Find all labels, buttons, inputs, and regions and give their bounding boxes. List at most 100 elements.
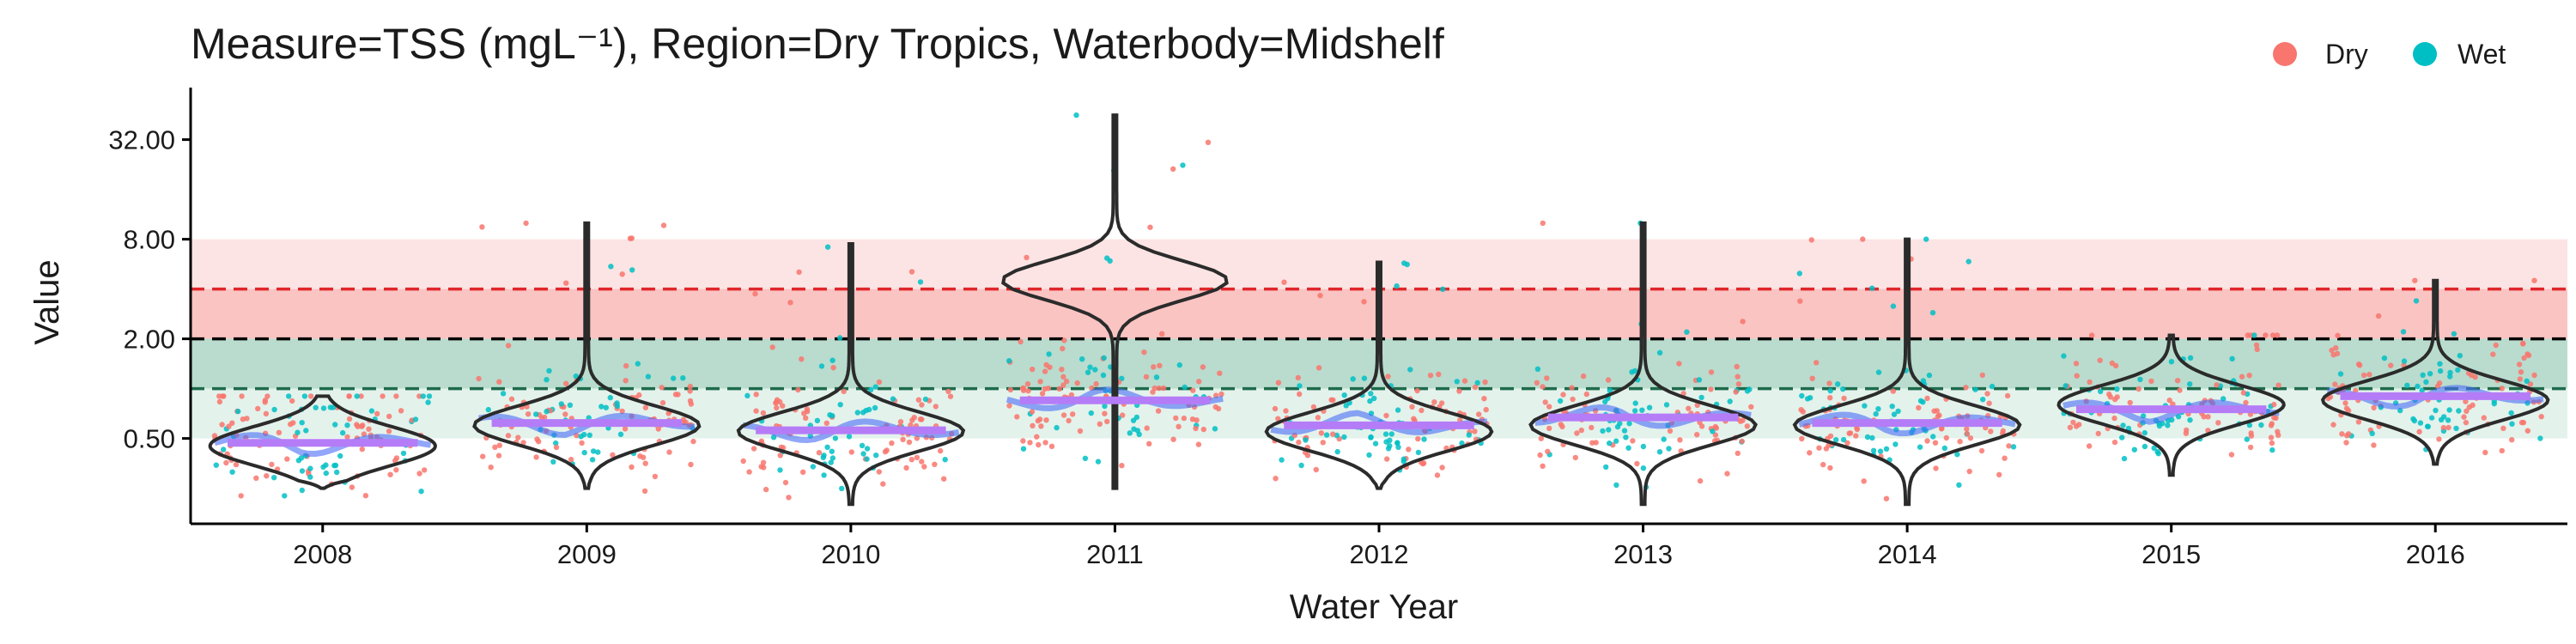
data-point xyxy=(761,465,767,471)
data-point xyxy=(2137,376,2143,383)
data-point xyxy=(1895,408,1901,415)
data-point xyxy=(2469,372,2475,379)
data-point xyxy=(332,422,338,428)
data-point xyxy=(1534,366,1541,372)
x-tick-label: 2010 xyxy=(821,539,880,569)
data-point xyxy=(1941,445,1947,452)
data-point xyxy=(2271,415,2277,421)
data-point xyxy=(1605,377,1612,383)
data-point xyxy=(938,447,944,454)
data-point xyxy=(1676,361,1682,367)
data-point xyxy=(1917,398,1924,404)
data-point xyxy=(1330,431,1336,437)
data-point xyxy=(1074,380,1080,386)
data-point xyxy=(2121,455,2128,462)
data-point xyxy=(505,433,512,439)
chart-title: Measure=TSS (mgL⁻¹), Region=Dry Tropics,… xyxy=(191,20,1444,68)
data-point xyxy=(1295,374,1302,381)
data-point xyxy=(1621,428,1628,434)
data-point xyxy=(917,279,924,285)
data-point xyxy=(1120,412,1126,418)
data-point xyxy=(2457,353,2463,359)
data-point xyxy=(882,448,889,455)
data-point xyxy=(550,459,556,465)
data-point xyxy=(1560,392,1566,398)
data-point xyxy=(2111,439,2118,446)
data-point xyxy=(1157,362,1163,368)
data-point xyxy=(2088,332,2095,338)
data-point xyxy=(393,393,399,399)
data-point xyxy=(1093,380,1099,387)
data-point xyxy=(1006,358,1012,364)
data-point xyxy=(760,410,767,416)
data-point xyxy=(1734,363,1740,370)
data-point xyxy=(1341,392,1347,398)
data-point xyxy=(2274,332,2281,338)
data-point xyxy=(1483,406,1489,413)
data-point xyxy=(1540,220,1546,227)
x-tick-label: 2015 xyxy=(2142,539,2201,569)
data-point xyxy=(2254,346,2260,353)
x-axis-ticks: 2008 2009 2010 2011 2012 2013 2014 2015 2016 xyxy=(293,524,2465,569)
data-point xyxy=(1540,384,1546,390)
data-point xyxy=(1870,447,1877,453)
data-point xyxy=(2010,444,2017,450)
data-point xyxy=(2441,414,2447,420)
data-point xyxy=(642,404,649,410)
data-point xyxy=(1698,394,1704,401)
data-point xyxy=(2412,277,2418,283)
data-point xyxy=(837,402,843,408)
data-point xyxy=(298,455,305,461)
data-point xyxy=(323,470,329,477)
data-point xyxy=(1095,459,1102,465)
data-point xyxy=(818,363,825,369)
data-point xyxy=(2381,355,2388,361)
data-point xyxy=(1440,286,1446,292)
data-point xyxy=(1170,436,1176,442)
data-point xyxy=(344,422,350,428)
data-point xyxy=(1735,374,1741,380)
data-point xyxy=(1414,387,1420,394)
data-point xyxy=(1747,386,1753,392)
data-point xyxy=(799,356,805,362)
data-point xyxy=(1820,461,1826,468)
data-point xyxy=(1315,365,1322,371)
data-point xyxy=(412,416,419,422)
data-point xyxy=(2463,419,2470,426)
data-point xyxy=(1625,445,1631,451)
data-point xyxy=(619,271,625,277)
data-point xyxy=(1025,388,1031,394)
data-point xyxy=(1420,460,1427,466)
data-point xyxy=(362,493,369,499)
data-point xyxy=(2413,298,2420,304)
trend-line-2014 xyxy=(1798,411,2016,437)
data-point xyxy=(1840,436,1847,443)
data-point xyxy=(746,469,752,475)
data-point xyxy=(617,431,624,437)
data-point xyxy=(1283,408,1289,414)
data-point xyxy=(786,495,792,501)
data-point xyxy=(573,373,579,380)
data-point xyxy=(2508,410,2514,416)
data-point xyxy=(479,224,485,230)
data-point xyxy=(263,410,270,416)
data-point xyxy=(1708,369,1715,375)
data-point xyxy=(2419,387,2425,393)
data-point xyxy=(255,405,261,412)
data-point xyxy=(1419,407,1425,414)
data-point xyxy=(652,473,659,480)
data-point xyxy=(2490,351,2496,357)
data-point xyxy=(1388,431,1395,437)
data-point xyxy=(2187,355,2194,361)
data-point xyxy=(590,448,597,454)
data-point xyxy=(889,440,895,447)
data-point xyxy=(1275,416,1281,422)
x-tick-label: 2012 xyxy=(1350,539,1409,569)
x-tick-label: 2014 xyxy=(1878,539,1937,569)
data-point xyxy=(1472,428,1478,434)
data-point xyxy=(824,244,831,250)
data-point xyxy=(1372,440,1379,447)
data-point xyxy=(1578,427,1585,434)
data-point xyxy=(1607,440,1613,447)
data-point xyxy=(416,393,422,399)
